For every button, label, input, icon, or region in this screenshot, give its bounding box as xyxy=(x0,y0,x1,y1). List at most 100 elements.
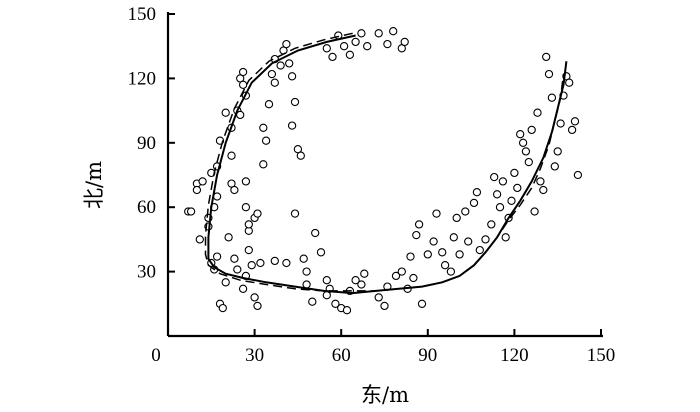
data-point xyxy=(412,230,421,240)
data-point xyxy=(342,306,352,315)
y-tick-label: 90 xyxy=(137,133,156,154)
data-point xyxy=(357,29,366,38)
data-point xyxy=(195,235,204,244)
data-point xyxy=(212,252,222,261)
data-point xyxy=(492,190,502,199)
data-point xyxy=(322,276,331,285)
dashed-trajectory-line xyxy=(204,32,565,292)
data-point xyxy=(510,168,519,178)
data-point xyxy=(186,207,196,216)
y-tick-label: 30 xyxy=(137,262,156,283)
data-point xyxy=(501,233,510,242)
data-point xyxy=(264,100,274,109)
data-point xyxy=(282,258,291,268)
data-point xyxy=(495,203,505,212)
solid-trajectory-line xyxy=(207,34,568,295)
data-point xyxy=(475,245,484,255)
data-point xyxy=(192,185,202,195)
data-point xyxy=(270,256,279,266)
data-point xyxy=(308,297,317,306)
data-point xyxy=(374,29,383,38)
data-point xyxy=(570,117,580,126)
data-point xyxy=(322,44,331,53)
data-point xyxy=(328,52,337,62)
data-point xyxy=(472,188,482,197)
data-point xyxy=(573,170,583,180)
data-point xyxy=(282,39,291,49)
y-tick-label: 60 xyxy=(137,197,156,218)
data-point xyxy=(287,72,297,81)
data-point xyxy=(432,209,441,218)
data-point xyxy=(414,220,424,229)
x-tick-label: 120 xyxy=(500,345,529,366)
data-point xyxy=(507,196,516,205)
data-point xyxy=(261,136,271,145)
data-point xyxy=(363,42,372,51)
data-point xyxy=(530,207,539,216)
data-point xyxy=(429,237,438,246)
data-point xyxy=(198,177,207,186)
data-point xyxy=(524,157,533,167)
data-point xyxy=(267,69,277,79)
data-point xyxy=(227,151,236,160)
data-point xyxy=(259,160,268,169)
data-point xyxy=(464,237,473,246)
data-point xyxy=(230,185,239,195)
ticks xyxy=(167,13,602,336)
data-point xyxy=(238,67,248,77)
data-point xyxy=(221,278,230,287)
data-point xyxy=(296,151,305,160)
data-point xyxy=(233,265,242,274)
data-point xyxy=(544,69,554,79)
data-point xyxy=(518,138,528,147)
data-point xyxy=(302,267,311,276)
data-point xyxy=(461,207,470,216)
data-point xyxy=(238,80,248,89)
x-tick-label: 90 xyxy=(418,345,437,366)
data-point xyxy=(490,172,499,182)
axes xyxy=(166,12,603,338)
data-point xyxy=(238,284,248,293)
data-point xyxy=(276,61,285,70)
y-tick-label: 120 xyxy=(128,68,157,89)
data-point xyxy=(487,220,496,229)
data-point xyxy=(438,248,447,257)
data-point xyxy=(351,37,360,47)
data-point xyxy=(452,213,461,223)
data-point xyxy=(556,119,565,128)
data-point xyxy=(357,280,366,289)
data-point xyxy=(542,52,551,62)
y-tick-label: 150 xyxy=(128,4,157,25)
data-point xyxy=(513,183,522,193)
x-axis-title: 东/m xyxy=(361,383,409,407)
data-point xyxy=(331,299,340,308)
data-point xyxy=(449,233,458,242)
x-tick-label: 60 xyxy=(332,345,351,366)
data-point xyxy=(316,248,326,257)
data-point xyxy=(397,267,406,276)
trajectory-lines xyxy=(204,32,568,295)
data-point xyxy=(417,299,427,308)
data-point xyxy=(409,273,418,283)
data-point xyxy=(299,254,308,263)
data-point xyxy=(247,261,256,270)
data-point xyxy=(230,254,239,263)
data-point xyxy=(533,108,542,117)
data-point xyxy=(250,293,259,302)
data-point xyxy=(287,121,297,130)
data-point xyxy=(241,177,251,186)
data-point xyxy=(311,228,320,238)
data-point xyxy=(259,123,268,132)
data-point xyxy=(345,50,355,59)
data-point xyxy=(351,276,360,285)
data-point xyxy=(521,147,531,156)
data-point xyxy=(374,293,383,302)
data-point xyxy=(440,261,450,270)
data-point xyxy=(567,125,577,135)
data-point xyxy=(553,147,562,156)
data-point xyxy=(253,301,262,311)
tick-labels: 0 30 60 90 120 150 30 60 90 120 150 xyxy=(128,4,616,366)
data-points xyxy=(184,27,583,315)
data-point xyxy=(253,209,262,218)
